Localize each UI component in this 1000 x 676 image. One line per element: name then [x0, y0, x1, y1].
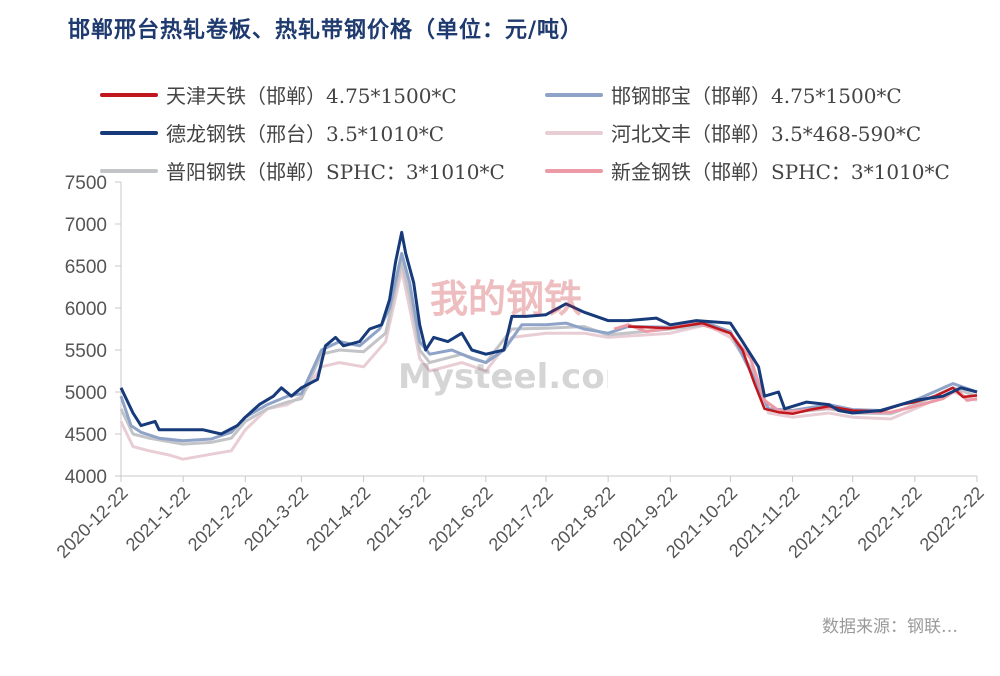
y-tick-label: 7000 — [65, 215, 107, 236]
legend-swatch — [100, 168, 158, 173]
legend-item: 邯钢邯宝（邯郸）4.75*1500*C — [545, 80, 902, 109]
legend-item: 普阳钢铁（邯郸）SPHC：3*1010*C — [100, 156, 505, 185]
x-tick-label: 2020-12-22 — [53, 483, 132, 562]
x-tick-label: 2021-1-22 — [122, 483, 194, 555]
series-line-4 — [119, 268, 978, 461]
series-line-3 — [119, 230, 978, 436]
x-tick-label: 2021-4-22 — [302, 483, 374, 555]
y-tick-label: 4000 — [65, 467, 107, 488]
y-tick-label: 7500 — [65, 173, 107, 194]
chart-title: 邯郸邢台热轧卷板、热轧带钢价格（单位：元/吨） — [68, 17, 584, 43]
legend-swatch — [545, 168, 603, 173]
y-tick-label: 6500 — [65, 257, 107, 278]
x-tick-label: 2022-1-22 — [854, 483, 926, 555]
legend-swatch — [100, 130, 158, 135]
y-tick-label: 4500 — [65, 425, 107, 446]
x-tick-label: 2021-5-22 — [362, 483, 434, 555]
y-tick-label: 5000 — [65, 383, 107, 404]
legend-swatch — [100, 92, 158, 97]
legend-label: 邯钢邯宝（邯郸）4.75*1500*C — [611, 84, 902, 108]
watermark-en: Mysteel.com — [398, 357, 608, 396]
legend-swatch — [545, 130, 603, 135]
mysteel-watermark: 我的钢铁 Mysteel.com — [398, 276, 608, 396]
x-tick-label: 2021-6-22 — [425, 483, 497, 555]
legend-item: 天津天铁（邯郸）4.75*1500*C — [100, 80, 457, 109]
x-tick-label: 2021-7-22 — [485, 483, 557, 555]
legend-item: 德龙钢铁（邢台）3.5*1010*C — [100, 118, 444, 147]
legend-item: 河北文丰（邯郸）3.5*468-590*C — [545, 118, 921, 147]
y-tick-label: 6000 — [65, 299, 107, 320]
x-tick-label: 2022-2-22 — [916, 483, 988, 555]
legend-label: 德龙钢铁（邢台）3.5*1010*C — [166, 122, 445, 146]
watermark-cn: 我的钢铁 — [430, 276, 582, 321]
legend-label: 天津天铁（邯郸）4.75*1500*C — [166, 84, 457, 108]
legend-label: 河北文丰（邯郸）3.5*468-590*C — [611, 122, 922, 146]
legend-item: 新金钢铁（邯郸）SPHC：3*1010*C — [545, 156, 950, 185]
legend-label: 普阳钢铁（邯郸）SPHC：3*1010*C — [166, 160, 505, 184]
x-tick-label: 2021-8-22 — [547, 483, 619, 555]
source-note: 数据来源：钢联… — [822, 617, 958, 637]
legend-label: 新金钢铁（邯郸）SPHC：3*1010*C — [611, 160, 950, 184]
y-tick-label: 5500 — [65, 341, 107, 362]
legend-swatch — [545, 92, 603, 97]
legend: 天津天铁（邯郸）4.75*1500*C 邯钢邯宝（邯郸）4.75*1500*C … — [100, 80, 980, 190]
